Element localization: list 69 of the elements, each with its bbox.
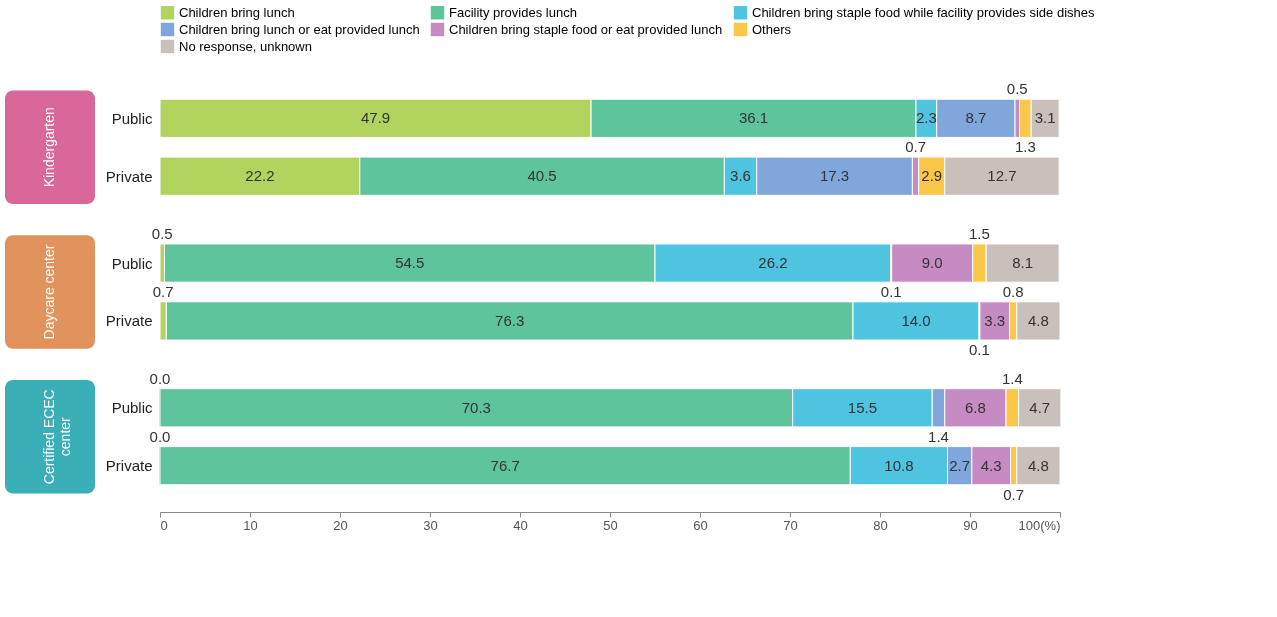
data-label: 1.4	[1001, 369, 1023, 387]
text: Daycare center	[41, 244, 57, 340]
y-tick-label: Private	[105, 312, 153, 330]
data-label: 4.8	[1027, 311, 1049, 329]
data-label: 70.3	[461, 398, 491, 416]
data-label: 6.8	[964, 398, 986, 416]
legend-label: Children bring staple food or eat provided lunch	[449, 21, 723, 37]
data-label: 10.8	[884, 456, 914, 474]
legend-label: Children bring staple food while facility provides side dishes	[752, 4, 1096, 20]
data-label: 22.2	[245, 167, 275, 185]
x-tick-label: 20	[333, 517, 348, 533]
data-label: 1.4	[928, 427, 949, 445]
data-label: 1.3	[1014, 138, 1036, 156]
data-label: 0.1	[969, 340, 990, 358]
y-tick-label: Public	[111, 254, 153, 272]
data-label: 2.7	[949, 456, 971, 474]
y-tick-label: Private	[105, 167, 153, 185]
legend-label: No response, unknown	[179, 38, 312, 54]
data-label: 1.5	[969, 225, 990, 243]
x-tick-label: 0	[160, 517, 168, 533]
data-label: 17.3	[819, 167, 850, 185]
data-label: 15.5	[847, 398, 878, 416]
x-tick-label: 10	[243, 517, 258, 533]
legend-label: Facility provides lunch	[449, 4, 577, 20]
y-tick-label: Public	[111, 109, 153, 127]
text: Kindergarten	[41, 107, 57, 188]
data-label: 12.7	[987, 167, 1017, 185]
data-label: 0.0	[149, 369, 171, 387]
data-label: 0.0	[149, 427, 171, 445]
x-tick-label: 50	[603, 517, 618, 533]
data-label: 76.3	[495, 311, 525, 329]
x-tick-label: 40	[513, 517, 528, 533]
x-tick-label: 70	[783, 517, 798, 533]
text: Certified ECEC center	[41, 389, 73, 485]
legend-label: Children bring lunch	[179, 4, 295, 20]
data-label: 0.7	[905, 138, 926, 156]
x-tick-label: 30	[423, 517, 438, 533]
data-label: 36.1	[738, 109, 769, 127]
data-label: 0.8	[1002, 283, 1024, 300]
data-label: 76.7	[490, 456, 520, 474]
x-tick-label: 100(%)	[1018, 517, 1061, 533]
legend-label: Others	[752, 21, 792, 37]
data-label: 0.1	[880, 283, 902, 300]
data-label: 0.7	[152, 283, 174, 300]
legend-label: Children bring lunch or eat provided lunch	[179, 21, 420, 37]
data-label: 0.7	[1003, 485, 1025, 503]
data-label: 54.5	[395, 254, 425, 272]
data-label: 0.5	[1006, 80, 1028, 98]
data-label: 2.9	[921, 167, 943, 185]
y-tick-label: Public	[111, 399, 153, 417]
data-label: 3.6	[730, 167, 751, 185]
data-label: 26.2	[758, 254, 788, 272]
data-label: 8.1	[1012, 254, 1034, 272]
x-tick-label: 80	[873, 517, 888, 533]
data-label: 2.3	[915, 109, 937, 127]
data-label: 3.1	[1034, 109, 1056, 127]
data-label: 8.7	[965, 109, 987, 127]
data-label: 4.8	[1027, 456, 1049, 474]
data-label: 3.3	[984, 311, 1006, 329]
data-label: 47.9	[360, 109, 391, 127]
x-tick-label: 60	[693, 517, 708, 533]
data-label: 40.5	[527, 167, 557, 185]
data-label: 9.0	[921, 254, 943, 272]
data-label: 14.0	[901, 311, 931, 329]
y-tick-label: Private	[105, 457, 153, 475]
x-tick-label: 90	[963, 517, 978, 533]
data-label: 4.3	[980, 456, 1002, 474]
data-label: 4.7	[1029, 398, 1051, 416]
data-label: 0.5	[151, 225, 173, 243]
